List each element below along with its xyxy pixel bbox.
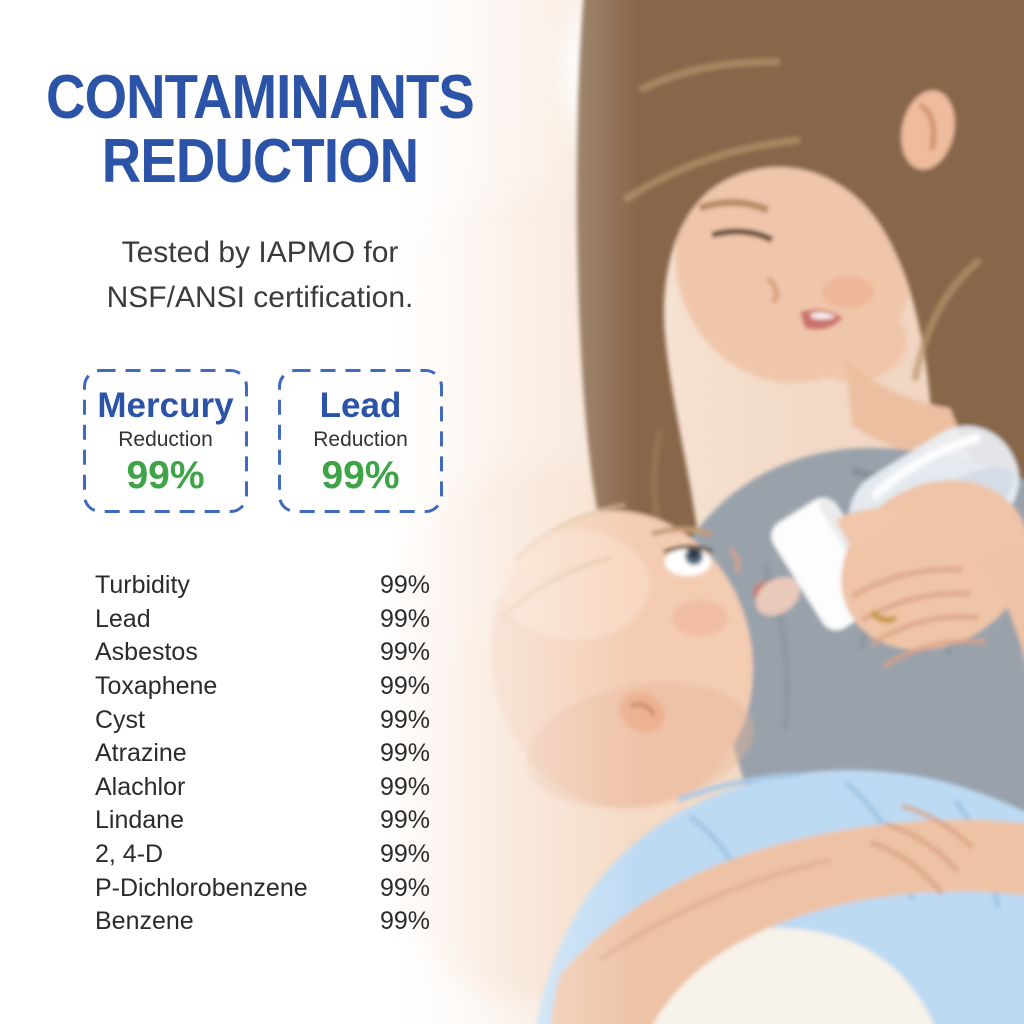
- contaminant-name: Toxaphene: [95, 672, 218, 701]
- mother-arm: [550, 803, 1024, 1024]
- contaminant-name: Asbestos: [95, 638, 198, 667]
- contaminant-name: Cyst: [95, 705, 145, 734]
- table-row: Alachlor 99%: [95, 771, 430, 805]
- contaminant-value: 99%: [379, 806, 430, 835]
- table-row: 2, 4-D 99%: [95, 838, 430, 872]
- card-value: 99%: [321, 454, 400, 497]
- contaminant-name: Turbidity: [95, 571, 190, 600]
- table-row: Benzene 99%: [95, 905, 430, 939]
- contaminant-name: 2, 4-D: [95, 840, 164, 869]
- contaminant-value: 99%: [379, 772, 430, 801]
- contaminant-value: 99%: [379, 840, 430, 869]
- table-row: Lead 99%: [95, 603, 430, 637]
- contaminant-value: 99%: [379, 604, 430, 633]
- contaminant-name: Benzene: [95, 907, 194, 936]
- subtitle-line-1: Tested by IAPMO for: [121, 236, 399, 269]
- feeding-bottle: [755, 425, 1024, 669]
- card-contaminant: Lead: [319, 386, 402, 425]
- card-contaminant: Mercury: [97, 386, 234, 425]
- mother-hand: [836, 480, 1024, 669]
- page-title: CONTAMINANTS REDUCTION: [31, 66, 489, 194]
- card-value: 99%: [126, 454, 205, 497]
- table-row: Toxaphene 99%: [95, 670, 430, 704]
- wedding-ring: [869, 609, 898, 623]
- table-row: P-Dichlorobenzene 99%: [95, 871, 430, 905]
- dashed-border: [278, 369, 443, 513]
- subtitle-line-2: NSF/ANSI certification.: [106, 281, 414, 314]
- contaminant-value: 99%: [379, 873, 430, 902]
- dashed-border: [83, 369, 248, 513]
- title-line-1: CONTAMINANTS: [46, 63, 475, 132]
- table-row: Lindane 99%: [95, 804, 430, 838]
- card-label: Reduction: [313, 428, 408, 451]
- contaminant-value: 99%: [379, 705, 430, 734]
- table-row: Cyst 99%: [95, 703, 430, 737]
- contaminant-value: 99%: [379, 638, 430, 667]
- contaminant-name: P-Dichlorobenzene: [95, 873, 308, 902]
- table-row: Asbestos 99%: [95, 636, 430, 670]
- title-line-2: REDUCTION: [101, 127, 419, 196]
- contaminant-name: Alachlor: [95, 772, 186, 801]
- contaminant-value: 99%: [379, 571, 430, 600]
- contaminant-name: Atrazine: [95, 739, 187, 768]
- reduction-cards: Mercury Reduction 99% Lead Reduction 99%: [83, 369, 443, 513]
- contaminants-table: Turbidity 99% Lead 99% Asbestos 99% Toxa…: [95, 569, 430, 939]
- table-row: Turbidity 99%: [95, 569, 430, 603]
- table-row: Atrazine 99%: [95, 737, 430, 771]
- contaminant-value: 99%: [379, 672, 430, 701]
- contaminant-value: 99%: [379, 907, 430, 936]
- reduction-card-lead: Lead Reduction 99%: [278, 369, 443, 513]
- contaminant-value: 99%: [379, 739, 430, 768]
- contaminant-name: Lead: [95, 604, 151, 633]
- contaminant-name: Lindane: [95, 806, 184, 835]
- page-subtitle: Tested by IAPMO for NSF/ANSI certificati…: [0, 230, 520, 320]
- card-label: Reduction: [118, 428, 213, 451]
- reduction-card-mercury: Mercury Reduction 99%: [83, 369, 248, 513]
- bottle-nipple: [755, 577, 801, 616]
